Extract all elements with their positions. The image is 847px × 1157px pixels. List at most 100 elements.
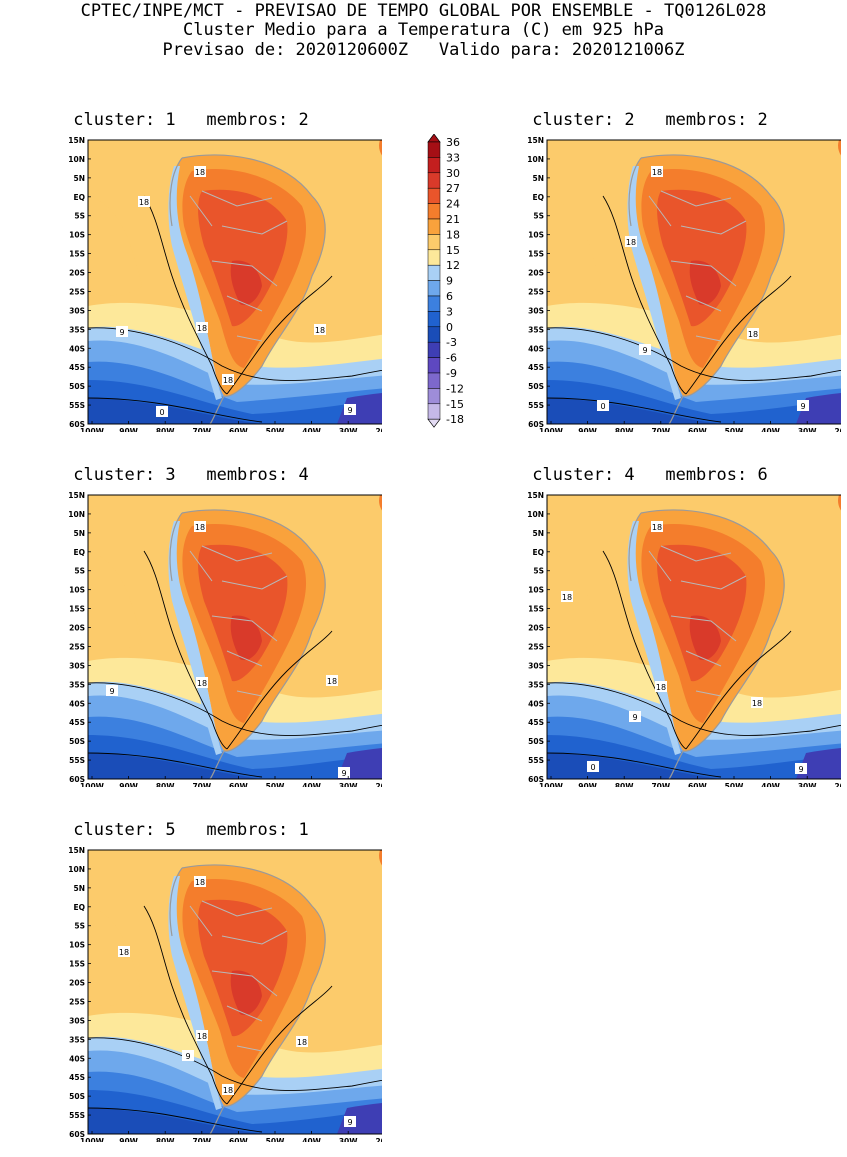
- contour-label-box: [222, 1084, 234, 1095]
- legend-level-label: -6: [446, 352, 457, 365]
- contour-line: [546, 752, 722, 778]
- legend-swatch: [427, 172, 441, 189]
- contour-line: [602, 550, 687, 750]
- lon-tick-label: 40W: [302, 1137, 321, 1142]
- land-27: [657, 189, 747, 327]
- contour-label: 0: [738, 430, 743, 432]
- contour-label-box: [194, 521, 206, 532]
- contour-label-box: [222, 374, 234, 385]
- contour-label: 18: [139, 198, 149, 207]
- lat-tick-label: 45S: [69, 1073, 85, 1082]
- contour-label-box: [338, 767, 350, 778]
- contour-label-box: [118, 946, 130, 957]
- lat-tick-label: 55S: [528, 401, 544, 410]
- contour-line: [143, 550, 228, 750]
- lat-tick-label: 20S: [69, 269, 85, 278]
- lat-tick-label: 45S: [528, 363, 544, 372]
- land-27: [198, 189, 288, 327]
- legend-swatch: [427, 218, 441, 235]
- temperature-map: 18181818909015N10N5NEQ5S10S15S20S25S30S3…: [527, 491, 841, 787]
- contour-line: [87, 327, 382, 381]
- legend-swatch: [427, 341, 441, 358]
- lat-tick-label: EQ: [74, 193, 86, 202]
- legend-level-label: 27: [446, 182, 460, 195]
- pacific-band: [88, 196, 142, 296]
- map-panel-cluster-3: cluster: 3 membros: 4 181818990015N10N5N…: [26, 465, 382, 787]
- contour-line: [602, 195, 687, 395]
- legend-level-label: -12: [446, 382, 464, 395]
- lat-tick-label: 35S: [69, 680, 85, 689]
- legend-level-label: -18: [446, 413, 464, 426]
- lon-tick-label: 80W: [156, 1137, 175, 1142]
- legend-swatch: [427, 234, 441, 251]
- lon-tick-label: 100W: [80, 782, 105, 787]
- lon-tick-label: 90W: [578, 427, 597, 432]
- country-borders: [189, 900, 288, 1052]
- contour-label-box: [597, 400, 609, 411]
- legend-level-label: 24: [446, 198, 460, 211]
- contour-line: [685, 630, 792, 750]
- map-panel-cluster-2: cluster: 2 membros: 2 18 18 18 9 0 9 0 15N 10N 5N…: [485, 110, 841, 432]
- lat-tick-label: 10S: [528, 231, 544, 240]
- lon-tick-label: 70W: [192, 1137, 211, 1142]
- lon-tick-label: 40W: [761, 427, 780, 432]
- lat-tick-label: 5S: [533, 567, 544, 576]
- lat-tick-label: 15S: [528, 605, 544, 614]
- legend-swatch: [427, 264, 441, 281]
- coastline: [628, 509, 785, 780]
- lat-tick-label: 15N: [68, 136, 85, 145]
- contour-line: [546, 682, 841, 736]
- legend-swatch: [427, 203, 441, 220]
- legend-swatch: [427, 157, 441, 174]
- lon-tick-label: 80W: [615, 427, 634, 432]
- lon-tick-label: 20W: [834, 782, 841, 787]
- contour-label: 9: [347, 1118, 352, 1127]
- band-0: [547, 753, 841, 779]
- contour-line: [87, 397, 263, 423]
- panel-title: cluster: 1 membros: 2: [73, 110, 309, 130]
- header-line-3: Previsao de: 2020120600Z Valido para: 20…: [162, 40, 685, 60]
- legend-top-arrow: [427, 134, 441, 143]
- lat-tick-label: 35S: [69, 1035, 85, 1044]
- lat-tick-label: 5N: [74, 529, 86, 538]
- lat-tick-label: 35S: [528, 680, 544, 689]
- lat-tick-label: 15S: [69, 250, 85, 259]
- legend-swatch: [427, 372, 441, 389]
- coastline: [169, 509, 326, 780]
- lon-tick-label: 80W: [615, 782, 634, 787]
- country-borders: [648, 190, 747, 342]
- lon-tick-label: 100W: [80, 427, 105, 432]
- lat-tick-label: 50S: [528, 737, 544, 746]
- contour-label: 18: [315, 326, 325, 335]
- lon-tick-label: 60W: [688, 427, 707, 432]
- contour-label-box: [751, 697, 763, 708]
- legend-level-label: -9: [446, 367, 457, 380]
- contour-label: 9: [347, 406, 352, 415]
- contour-label: 18: [626, 238, 636, 247]
- lon-tick-label: 100W: [80, 1137, 105, 1142]
- contour-label: 18: [195, 168, 205, 177]
- contour-label-box: [116, 326, 128, 337]
- contour-line: [143, 905, 228, 1105]
- legend-bottom-arrow: [427, 418, 441, 428]
- lon-tick-label: 30W: [798, 782, 817, 787]
- country-borders: [189, 190, 288, 342]
- lon-tick-label: 90W: [119, 427, 138, 432]
- lon-tick-label: 60W: [229, 1137, 248, 1142]
- lat-tick-label: 20S: [528, 269, 544, 278]
- lon-tick-label: 20W: [375, 782, 382, 787]
- contour-label-box: [194, 876, 206, 887]
- legend-level-label: 36: [446, 136, 460, 149]
- legend-level-label: -3: [446, 336, 457, 349]
- lat-tick-label: 30S: [528, 306, 544, 315]
- band-minus-3: [796, 747, 841, 779]
- lat-tick-label: 5N: [74, 884, 86, 893]
- lon-tick-label: 20W: [375, 1137, 382, 1142]
- contour-label-box: [296, 1036, 308, 1047]
- contour-label-box: [655, 681, 667, 692]
- contour-label: 18: [197, 1032, 207, 1041]
- lat-tick-label: EQ: [74, 548, 86, 557]
- contour-label: 18: [656, 683, 666, 692]
- lat-tick-label: 45S: [69, 363, 85, 372]
